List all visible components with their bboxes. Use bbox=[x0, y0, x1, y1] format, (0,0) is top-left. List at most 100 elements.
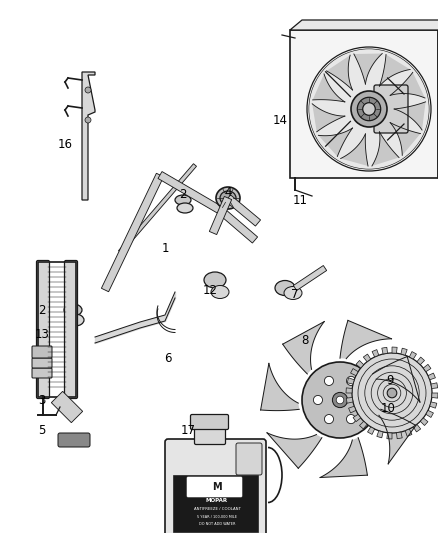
Polygon shape bbox=[360, 421, 367, 429]
Ellipse shape bbox=[211, 286, 229, 298]
FancyBboxPatch shape bbox=[32, 346, 52, 358]
Polygon shape bbox=[410, 352, 417, 359]
Polygon shape bbox=[346, 398, 353, 403]
FancyBboxPatch shape bbox=[191, 415, 229, 430]
Text: 6: 6 bbox=[164, 351, 172, 365]
Circle shape bbox=[387, 388, 397, 398]
Text: 8: 8 bbox=[301, 334, 309, 346]
Polygon shape bbox=[293, 265, 327, 290]
Polygon shape bbox=[431, 383, 438, 389]
FancyBboxPatch shape bbox=[236, 443, 262, 475]
Circle shape bbox=[85, 87, 91, 93]
Polygon shape bbox=[420, 418, 428, 425]
Polygon shape bbox=[158, 172, 222, 213]
Text: 16: 16 bbox=[57, 139, 73, 151]
Polygon shape bbox=[226, 195, 261, 226]
Text: MOPAR: MOPAR bbox=[206, 497, 228, 503]
Text: 3: 3 bbox=[38, 393, 46, 407]
Ellipse shape bbox=[66, 314, 84, 326]
Ellipse shape bbox=[177, 203, 193, 213]
FancyBboxPatch shape bbox=[173, 475, 258, 532]
Polygon shape bbox=[379, 54, 410, 86]
Text: 10: 10 bbox=[381, 401, 396, 415]
Polygon shape bbox=[209, 197, 232, 235]
Polygon shape bbox=[396, 432, 402, 439]
Polygon shape bbox=[428, 373, 435, 380]
Polygon shape bbox=[432, 393, 438, 398]
Polygon shape bbox=[367, 427, 374, 434]
Text: 14: 14 bbox=[272, 114, 287, 126]
Polygon shape bbox=[320, 438, 367, 478]
FancyBboxPatch shape bbox=[165, 439, 266, 533]
FancyBboxPatch shape bbox=[374, 85, 408, 133]
Polygon shape bbox=[401, 348, 407, 356]
Text: 2: 2 bbox=[179, 189, 187, 201]
Polygon shape bbox=[217, 207, 258, 243]
Circle shape bbox=[357, 395, 367, 405]
Ellipse shape bbox=[220, 191, 236, 205]
Polygon shape bbox=[392, 347, 397, 353]
Circle shape bbox=[325, 415, 334, 424]
Polygon shape bbox=[387, 433, 392, 439]
Polygon shape bbox=[379, 409, 416, 464]
Polygon shape bbox=[382, 348, 388, 354]
FancyBboxPatch shape bbox=[187, 477, 242, 497]
FancyBboxPatch shape bbox=[36, 261, 49, 399]
Circle shape bbox=[309, 49, 429, 169]
Ellipse shape bbox=[284, 287, 302, 300]
Ellipse shape bbox=[204, 272, 226, 288]
Polygon shape bbox=[373, 357, 420, 402]
Polygon shape bbox=[267, 433, 322, 469]
Text: M: M bbox=[212, 482, 222, 492]
Polygon shape bbox=[101, 173, 164, 292]
Polygon shape bbox=[350, 368, 358, 376]
Polygon shape bbox=[423, 365, 431, 372]
Text: 13: 13 bbox=[35, 328, 49, 342]
Polygon shape bbox=[417, 357, 424, 365]
Text: DO NOT ADD WATER: DO NOT ADD WATER bbox=[199, 522, 235, 526]
Polygon shape bbox=[372, 350, 379, 357]
Polygon shape bbox=[405, 429, 412, 437]
Text: 1: 1 bbox=[161, 241, 169, 254]
Polygon shape bbox=[346, 388, 352, 393]
Polygon shape bbox=[353, 414, 361, 422]
Polygon shape bbox=[51, 391, 83, 423]
Polygon shape bbox=[390, 72, 425, 98]
Polygon shape bbox=[312, 104, 345, 132]
FancyBboxPatch shape bbox=[194, 424, 226, 445]
Circle shape bbox=[363, 103, 375, 115]
Polygon shape bbox=[119, 164, 197, 253]
Polygon shape bbox=[363, 354, 371, 362]
Circle shape bbox=[314, 395, 322, 405]
Circle shape bbox=[346, 415, 356, 424]
Circle shape bbox=[336, 396, 344, 404]
Polygon shape bbox=[372, 132, 399, 166]
Circle shape bbox=[332, 392, 348, 408]
Circle shape bbox=[325, 376, 334, 385]
Ellipse shape bbox=[216, 187, 240, 209]
Polygon shape bbox=[283, 321, 324, 374]
Polygon shape bbox=[261, 364, 299, 410]
Circle shape bbox=[352, 353, 432, 433]
Polygon shape bbox=[354, 53, 382, 84]
Circle shape bbox=[357, 98, 381, 120]
Bar bbox=[290, 30, 438, 178]
Ellipse shape bbox=[175, 195, 191, 205]
Text: ANTIFREEZE / COOLANT: ANTIFREEZE / COOLANT bbox=[194, 507, 240, 511]
Polygon shape bbox=[390, 123, 420, 155]
Circle shape bbox=[351, 91, 387, 127]
Polygon shape bbox=[349, 406, 356, 413]
Ellipse shape bbox=[64, 304, 82, 316]
Polygon shape bbox=[347, 378, 354, 384]
Text: 4: 4 bbox=[224, 187, 232, 199]
Polygon shape bbox=[341, 134, 368, 166]
FancyBboxPatch shape bbox=[58, 433, 90, 447]
Text: 12: 12 bbox=[202, 284, 218, 296]
Ellipse shape bbox=[275, 280, 295, 295]
Text: 2: 2 bbox=[38, 303, 46, 317]
Polygon shape bbox=[82, 72, 95, 200]
Text: 5 YEAR / 100,000 MILE: 5 YEAR / 100,000 MILE bbox=[197, 515, 237, 519]
FancyBboxPatch shape bbox=[32, 368, 52, 378]
Circle shape bbox=[302, 362, 378, 438]
Circle shape bbox=[85, 117, 91, 123]
